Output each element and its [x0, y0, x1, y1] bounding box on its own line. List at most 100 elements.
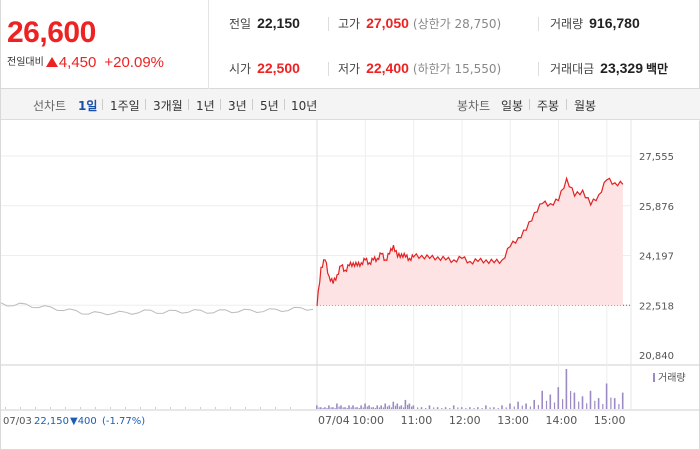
volume-bar: [505, 407, 507, 409]
prev-change-pct-label: (-1.77%): [102, 416, 145, 427]
volume-bar: [372, 407, 374, 409]
volume-legend: 거래량: [653, 372, 686, 384]
volume-bar: [457, 407, 459, 409]
volume-bar: [553, 402, 556, 409]
volume-bar: [386, 406, 388, 409]
volume-bar: [328, 405, 330, 409]
y-tick-label: 27,555: [639, 152, 674, 163]
stat-open: 시가 22,500: [229, 60, 300, 77]
volume-bar: [509, 403, 511, 409]
volume-bar: [376, 405, 378, 409]
volume-bar: [417, 407, 419, 409]
period-tab-1w[interactable]: 1주일: [110, 99, 140, 113]
prev-volume-bar: [95, 407, 96, 409]
x-tick-label: 14:00: [546, 414, 578, 427]
x-tick-label: 13:00: [497, 414, 529, 427]
period-tab-1y[interactable]: 1년: [196, 99, 215, 113]
divider: [529, 99, 530, 110]
candle-tab-daily[interactable]: 일봉: [501, 99, 524, 113]
price-line-layer: [316, 176, 624, 306]
volume-bar: [549, 394, 552, 409]
stat-value: 27,050: [366, 15, 409, 31]
stat-label: 고가: [338, 17, 361, 31]
period-tab-5y[interactable]: 5년: [260, 99, 279, 113]
volume-bar: [368, 405, 370, 409]
volume-bar: [408, 403, 411, 409]
volume-bar: [326, 408, 328, 409]
volume-bar: [497, 408, 499, 409]
stat-label: 전일: [229, 17, 252, 31]
volume-bar: [412, 405, 415, 409]
change-row: 전일대비 4,450 +20.09%: [7, 53, 164, 71]
change-percent: +20.09%: [104, 54, 164, 71]
prev-volume-bar: [290, 407, 291, 409]
prev-day-layer: [1, 302, 314, 316]
candle-tab-weekly[interactable]: 주봉: [537, 99, 560, 113]
candle-tab-monthly[interactable]: 월봉: [574, 99, 597, 113]
prev-volume-bar: [215, 407, 216, 409]
volume-bar: [545, 400, 548, 409]
divider: [328, 17, 329, 31]
prev-volume-bar: [170, 407, 171, 409]
period-tab-1d[interactable]: 1일: [78, 99, 98, 113]
volume-bar: [352, 405, 354, 409]
y-tick-label: 20,840: [639, 351, 674, 362]
volume-bar: [436, 407, 439, 409]
volume-bar: [340, 405, 342, 409]
volume-bar: [541, 390, 543, 409]
divider: [538, 62, 539, 76]
candle-chart-label: 봉차트: [457, 99, 491, 113]
volume-bar: [594, 400, 596, 409]
line-chart-label: 선차트: [33, 99, 67, 113]
prev-volume-bar: [260, 407, 261, 409]
period-tab-3y[interactable]: 3년: [228, 99, 247, 113]
prev-volume-bar: [200, 407, 201, 409]
volume-bar: [420, 407, 423, 409]
prev-volume-bar: [35, 407, 36, 409]
x-tick-label: 11:00: [401, 414, 433, 427]
volume-bar: [378, 407, 380, 409]
period-tab-3m[interactable]: 3개월: [153, 99, 183, 113]
prev-volume-bar: [125, 407, 126, 409]
volume-bar: [362, 407, 364, 409]
volume-bar: [338, 406, 340, 409]
volume-bar: [501, 405, 503, 409]
change-label: 전일대비: [7, 57, 44, 68]
prev-volume-bar: [50, 407, 51, 409]
prev-close-label: 22,150: [34, 416, 69, 427]
volume-bar: [403, 407, 405, 409]
volume-bar: [374, 408, 376, 409]
volume-bar: [597, 398, 600, 409]
divider: [220, 99, 221, 110]
volume-bar: [469, 407, 471, 409]
volume-bar: [537, 404, 539, 409]
stat-amount: 거래대금 23,329 백만: [550, 60, 668, 77]
volume-legend-swatch: [653, 373, 655, 382]
volume-bar: [360, 405, 362, 409]
prev-volume-bar: [155, 407, 156, 409]
volume-bar: [618, 404, 620, 409]
volume-bar: [364, 403, 366, 409]
prev-volume-bar: [230, 407, 231, 409]
volume-bar: [346, 408, 348, 409]
y-tick-label: 25,876: [639, 202, 674, 213]
volume-bar: [370, 407, 372, 409]
volume-bar: [390, 407, 393, 409]
x-tick-label: 15:00: [594, 414, 626, 427]
volume-bar: [621, 392, 624, 409]
volume-bar: [557, 387, 560, 409]
stat-label: 거래량: [550, 17, 584, 31]
up-triangle-icon: [45, 57, 58, 67]
volume-legend-label: 거래량: [658, 372, 686, 384]
volume-bar: [404, 399, 407, 409]
volume-bar: [356, 407, 358, 409]
volume-bar: [322, 408, 324, 409]
volume-bar: [613, 398, 616, 409]
period-tab-10y[interactable]: 10년: [291, 99, 318, 113]
stat-volume: 거래량 916,780: [550, 15, 640, 32]
volume-bar: [473, 408, 475, 409]
volume-bar: [533, 399, 535, 409]
volume-bar: [396, 403, 399, 409]
volume-bar: [433, 407, 435, 409]
volume-bar: [336, 403, 338, 409]
